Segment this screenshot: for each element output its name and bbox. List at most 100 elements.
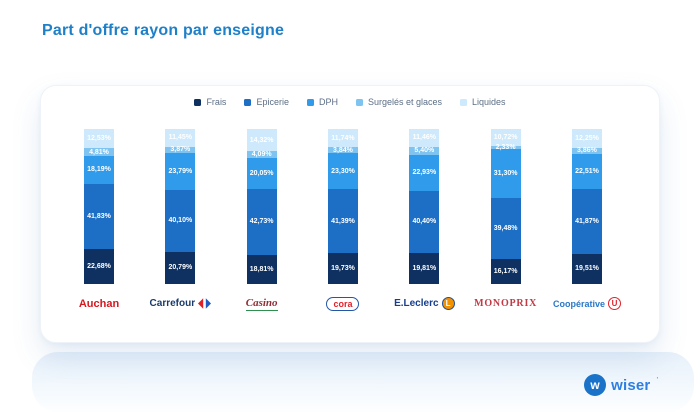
stacked-bar-casino: 14,32% 4,09% 20,05% 42,73% 18,81% [246, 129, 277, 284]
segment-liquides: 10,72% [490, 129, 521, 146]
background-wave [32, 352, 694, 412]
segment-dph: 20,05% [246, 157, 277, 189]
legend-swatch-icon [194, 98, 202, 106]
stacked-bar-cora: 11,74% 3,84% 23,30% 41,39% 19,73% [327, 129, 358, 284]
segment-frais: 19,81% [409, 253, 440, 284]
bar-column-casino: 14,32% 4,09% 20,05% 42,73% 18,81% Casino [226, 129, 298, 312]
bar-column-carrefour: 11,45% 3,87% 23,79% 40,10% 20,79% Carrefour [144, 129, 216, 312]
segment-value-label: 23,30% [331, 167, 355, 175]
segment-frais: 22,68% [84, 248, 114, 285]
brand-logo-cora: cora [326, 296, 360, 312]
segment-value-label: 4,09% [251, 150, 272, 158]
wiser-logo: w wiser ’ [584, 374, 658, 396]
segment-value-label: 23,79% [168, 167, 193, 175]
bar-column-cora: 11,74% 3,84% 23,30% 41,39% 19,73% cora [307, 129, 379, 312]
wiser-logo-text: wiser [611, 376, 651, 394]
segment-value-label: 41,87% [575, 217, 599, 225]
legend-item-frais: Frais [194, 97, 226, 107]
stacked-bar-monoprix: 10,72% 2,33% 31,30% 39,48% 16,17% [490, 129, 521, 284]
segment-epicerie: 41,87% [571, 188, 602, 254]
segment-value-label: 3,84% [333, 146, 353, 154]
legend-label: DPH [318, 97, 338, 107]
segment-value-label: 19,51% [575, 265, 599, 273]
segment-value-label: 11,46% [412, 134, 436, 142]
segment-value-label: 20,79% [168, 264, 193, 272]
segment-liquides: 14,32% [246, 129, 277, 152]
stacked-bar-e-leclerc: 11,46% 5,40% 22,93% 40,40% 19,81% [409, 129, 440, 284]
bar-column-monoprix: 10,72% 2,33% 31,30% 39,48% 16,17% MONOPRIX [470, 129, 542, 312]
segment-frais: 19,73% [327, 253, 358, 284]
segment-value-label: 40,40% [412, 218, 437, 226]
legend-swatch-icon [460, 98, 468, 106]
segment-frais: 18,81% [246, 254, 277, 284]
legend-label: Liquides [472, 97, 506, 107]
segment-dph: 22,51% [571, 153, 602, 189]
trademark-mark: ’ [656, 376, 658, 384]
segment-value-label: 41,39% [331, 217, 355, 225]
segment-surgeles-et-glaces: 3,84% [327, 146, 358, 154]
segment-value-label: 3,87% [170, 146, 191, 154]
segment-dph: 31,30% [490, 149, 521, 198]
legend-item-liquides: Liquides [460, 97, 506, 107]
legend-swatch-icon [306, 98, 314, 106]
brand-logo-text: Coopérative [552, 298, 605, 309]
brand-logo-text: MONOPRIX [474, 298, 538, 310]
brand-logo-text: Auchan [78, 298, 120, 311]
segment-epicerie: 41,39% [327, 189, 358, 254]
segment-frais: 19,51% [571, 253, 602, 284]
chart-legend: Frais Epicerie DPH Surgelés et glaces Liquid… [41, 86, 659, 107]
bar-column-auchan: 12,53% 4,81% 18,19% 41,83% 22,68% Auchan [63, 129, 135, 312]
bar-column-e-leclerc: 11,46% 5,40% 22,93% 40,40% 19,81% E.Leclerc L [388, 129, 460, 312]
stacked-bar-carrefour: 11,45% 3,87% 23,79% 40,10% 20,79% [165, 129, 196, 284]
segment-dph: 23,79% [165, 152, 196, 190]
legend-item-surgeles-et-glaces: Surgelés et glaces [355, 97, 443, 107]
brand-logo-leclerc: E.Leclerc L [394, 296, 455, 312]
legend-label: Frais [206, 97, 227, 107]
u-badge-icon: U [607, 297, 621, 311]
segment-liquides: 12,25% [571, 129, 602, 148]
segment-value-label: 41,83% [87, 212, 111, 220]
segment-value-label: 39,48% [493, 224, 518, 232]
segment-value-label: 4,81% [89, 148, 109, 156]
legend-swatch-icon [244, 98, 252, 106]
segment-liquides: 11,74% [327, 129, 358, 148]
segment-value-label: 40,10% [168, 217, 193, 225]
wiser-logo-icon: w [584, 374, 607, 396]
carrefour-diamond-icon [198, 298, 212, 310]
legend-label: Surgelés et glaces [367, 97, 443, 107]
legend-swatch-icon [355, 98, 363, 106]
segment-value-label: 22,93% [412, 169, 437, 177]
brand-logo-monoprix: MONOPRIX [474, 296, 537, 312]
segment-value-label: 31,30% [493, 169, 518, 177]
segment-value-label: 5,40% [414, 147, 435, 155]
brand-logo-text: Carrefour [149, 298, 196, 310]
bar-column-cooperative-u: 12,25% 3,86% 22,51% 41,87% 19,51% Coopérative… [551, 129, 623, 312]
segment-value-label: 11,45% [168, 134, 192, 142]
brand-logo-text: Casino [245, 296, 278, 311]
segment-liquides: 12,53% [84, 129, 114, 149]
segment-value-label: 18,19% [87, 166, 111, 174]
segment-value-label: 11,74% [331, 134, 355, 142]
segment-liquides: 11,45% [165, 129, 196, 147]
segment-value-label: 19,73% [331, 265, 355, 273]
brand-logo-auchan: Auchan [79, 296, 119, 312]
stacked-bar-auchan: 12,53% 4,81% 18,19% 41,83% 22,68% [84, 129, 114, 285]
segment-epicerie: 39,48% [490, 197, 521, 259]
segment-epicerie: 41,83% [84, 184, 114, 249]
segment-value-label: 3,86% [577, 147, 597, 155]
segment-value-label: 20,05% [249, 169, 274, 177]
segment-surgeles-et-glaces: 2,33% [490, 144, 521, 151]
segment-dph: 23,30% [327, 153, 358, 190]
legend-item-epicerie: Epicerie [244, 97, 289, 107]
stacked-bar-cooperative-u: 12,25% 3,86% 22,51% 41,87% 19,51% [571, 129, 602, 284]
brand-logo-carrefour: Carrefour [150, 296, 212, 312]
brand-logo-text: E.Leclerc [394, 298, 439, 310]
bars-row: 12,53% 4,81% 18,19% 41,83% 22,68% Auchan 11,45… [41, 129, 659, 312]
segment-surgeles-et-glaces: 3,87% [165, 146, 196, 154]
segment-surgeles-et-glaces: 4,09% [246, 150, 277, 158]
segment-value-label: 16,17% [493, 267, 518, 275]
segment-value-label: 19,81% [412, 265, 437, 273]
segment-dph: 18,19% [84, 155, 114, 185]
segment-epicerie: 40,40% [409, 190, 440, 254]
segment-surgeles-et-glaces: 3,86% [571, 147, 602, 155]
